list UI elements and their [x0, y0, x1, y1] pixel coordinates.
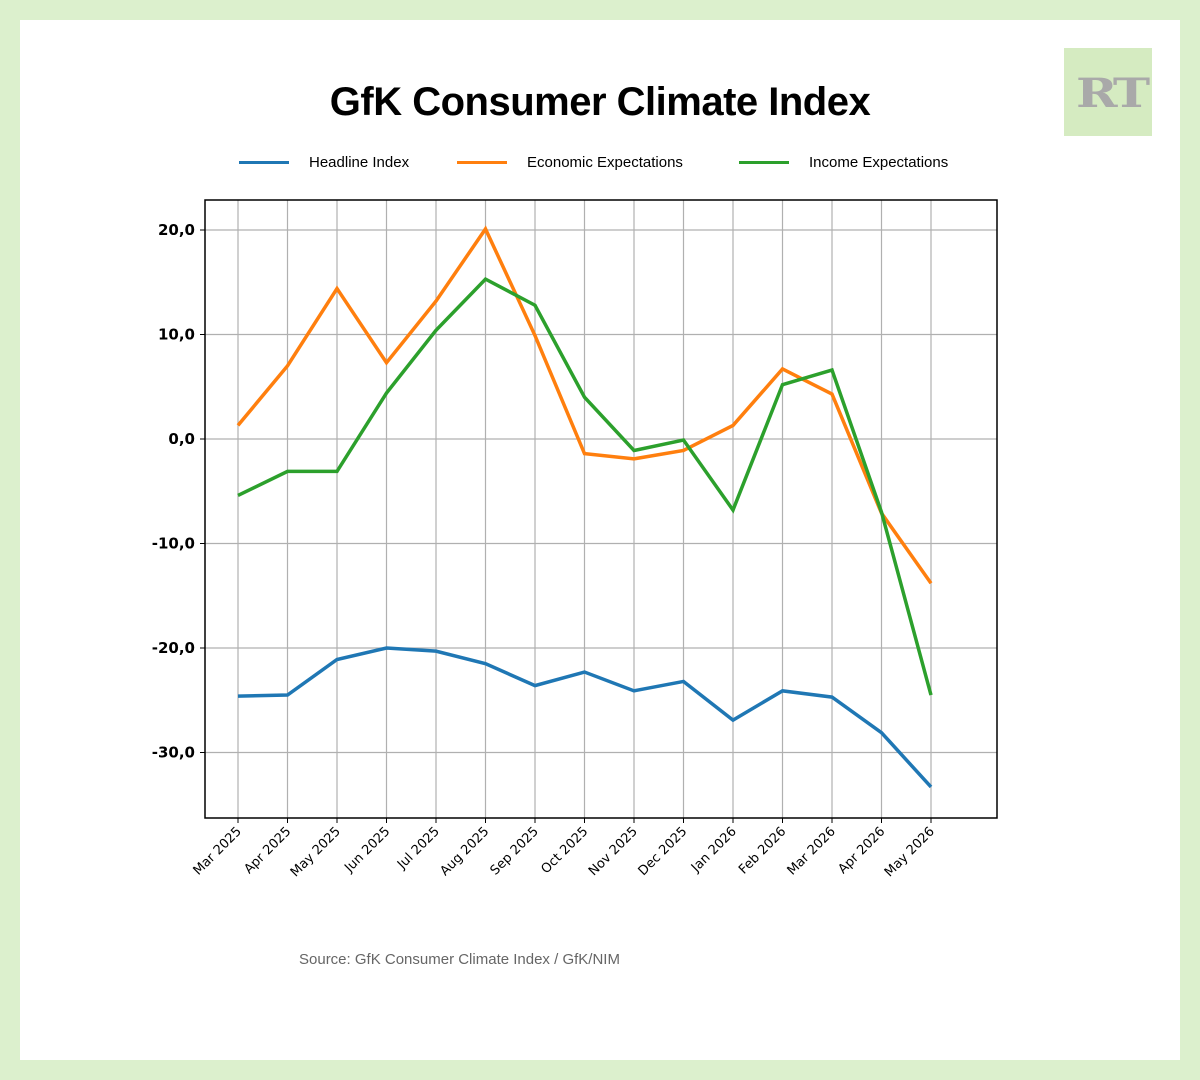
legend-swatch-economic-expectations [457, 160, 507, 164]
grid [205, 200, 997, 818]
chart-title: GfK Consumer Climate Index [329, 80, 871, 124]
logo-text: RT [1076, 70, 1150, 117]
plot-frame [204, 199, 998, 819]
x-tick-label-may-2025: May 2025 [288, 824, 344, 880]
x-tick-label-apr-2026: Apr 2026 [835, 824, 888, 877]
legend-swatch-headline-index [239, 160, 289, 164]
x-tick-label-jul-2025: Jul 2025 [394, 824, 443, 873]
x-tick-label-jan-2026: Jan 2026 [688, 824, 740, 876]
legend: Headline Index Economic Expectations Inc… [0, 150, 1200, 174]
x-tick-label-may-2026: May 2026 [882, 824, 938, 880]
x-tick-label-nov-2025: Nov 2025 [586, 824, 641, 879]
y-tick-label: 0,0 [168, 430, 195, 448]
series-lines [236, 225, 933, 789]
x-tick-label-dec-2025: Dec 2025 [636, 824, 691, 879]
legend-item-economic-expectations: Economic Expectations [457, 150, 683, 174]
legend-label-headline-index: Headline Index [309, 153, 410, 171]
series-economic-expectations [236, 225, 933, 585]
y-tick-label: 10,0 [158, 326, 195, 344]
y-tick-label: -10,0 [152, 535, 195, 553]
y-tick-label: 20,0 [158, 221, 195, 239]
series-headline-index [237, 646, 933, 789]
legend-swatch-income-expectations [739, 160, 789, 164]
legend-item-income-expectations: Income Expectations [739, 150, 948, 174]
rt-logo: RT [1064, 48, 1152, 136]
legend-label-economic-expectations: Economic Expectations [527, 153, 683, 171]
legend-label-income-expectations: Income Expectations [809, 153, 949, 171]
x-tick-label-feb-2026: Feb 2026 [736, 824, 789, 877]
x-tick-label-aug-2025: Aug 2025 [437, 824, 492, 879]
x-tick-label-sep-2025: Sep 2025 [488, 824, 542, 878]
y-tick-label: -30,0 [152, 744, 195, 762]
x-tick-label-mar-2025: Mar 2025 [191, 824, 245, 878]
x-tick-label-oct-2025: Oct 2025 [539, 824, 592, 877]
x-tick-label-mar-2026: Mar 2026 [785, 824, 839, 878]
chart-card [20, 20, 1180, 1060]
x-tick-label-jun-2025: Jun 2025 [341, 824, 393, 876]
series-income-expectations [237, 276, 933, 696]
legend-item-headline-index: Headline Index [239, 150, 409, 174]
y-tick-label: -20,0 [152, 639, 195, 657]
x-tick-label-apr-2025: Apr 2025 [241, 824, 294, 877]
source-note: Source: GfK Consumer Climate Index / GfK… [299, 951, 620, 968]
